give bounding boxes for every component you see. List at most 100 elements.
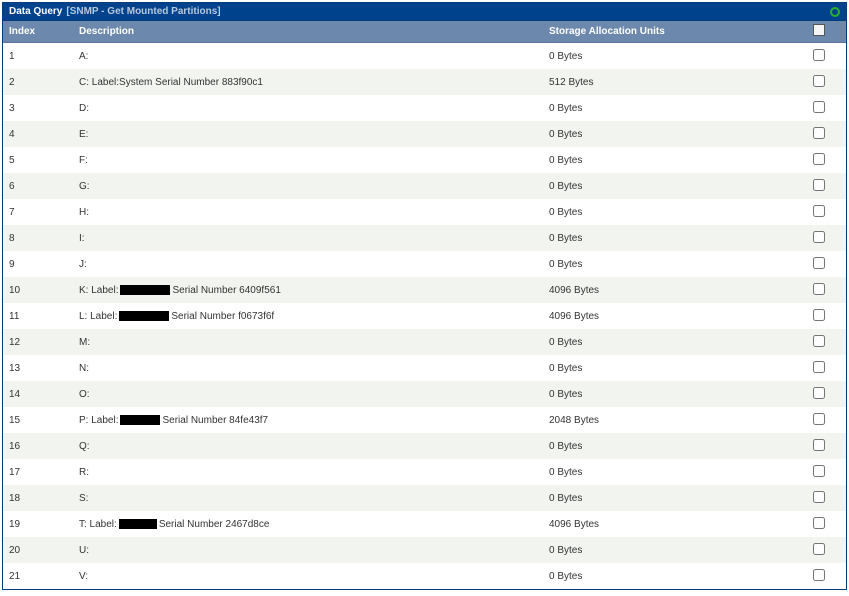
row-select-checkbox[interactable] xyxy=(813,49,825,61)
description-prefix: U: xyxy=(79,545,89,556)
cell-units: 2048 Bytes xyxy=(549,415,809,426)
redacted-label xyxy=(120,285,170,295)
row-select-checkbox[interactable] xyxy=(813,205,825,217)
cell-checkbox xyxy=(809,179,829,194)
description-prefix: H: xyxy=(79,207,89,218)
cell-units: 0 Bytes xyxy=(549,389,809,400)
cell-description: Q: xyxy=(79,441,549,452)
table-row: 16Q:0 Bytes xyxy=(3,433,846,459)
status-indicator-icon xyxy=(830,7,840,17)
description-prefix: T: Label: xyxy=(79,519,117,530)
description-suffix: Serial Number f0673f6f xyxy=(171,311,274,322)
cell-description: N: xyxy=(79,363,549,374)
row-select-checkbox[interactable] xyxy=(813,309,825,321)
cell-units: 512 Bytes xyxy=(549,77,809,88)
cell-checkbox xyxy=(809,127,829,142)
cell-checkbox xyxy=(809,361,829,376)
row-select-checkbox[interactable] xyxy=(813,75,825,87)
cell-units: 0 Bytes xyxy=(549,51,809,62)
cell-index: 9 xyxy=(9,259,79,270)
redacted-label xyxy=(120,415,160,425)
table-row: 4E:0 Bytes xyxy=(3,121,846,147)
table-row: 8I: 0 Bytes xyxy=(3,225,846,251)
cell-description: H: xyxy=(79,207,549,218)
description-prefix: D: xyxy=(79,103,89,114)
cell-index: 8 xyxy=(9,233,79,244)
description-suffix: Serial Number 2467d8ce xyxy=(159,519,270,530)
cell-checkbox xyxy=(809,283,829,298)
cell-index: 14 xyxy=(9,389,79,400)
table-row: 1A:0 Bytes xyxy=(3,43,846,69)
cell-units: 4096 Bytes xyxy=(549,311,809,322)
row-select-checkbox[interactable] xyxy=(813,543,825,555)
description-prefix: K: Label: xyxy=(79,285,118,296)
cell-description: E: xyxy=(79,129,549,140)
cell-description: C: Label:System Serial Number 883f90c1 xyxy=(79,77,549,88)
table-header: Index Description Storage Allocation Uni… xyxy=(3,21,846,43)
header-select-all[interactable] xyxy=(809,24,829,39)
row-select-checkbox[interactable] xyxy=(813,361,825,373)
row-select-checkbox[interactable] xyxy=(813,335,825,347)
row-select-checkbox[interactable] xyxy=(813,101,825,113)
cell-checkbox xyxy=(809,205,829,220)
cell-index: 13 xyxy=(9,363,79,374)
row-select-checkbox[interactable] xyxy=(813,127,825,139)
description-prefix: V: xyxy=(79,571,88,582)
redacted-label xyxy=(119,519,157,529)
cell-checkbox xyxy=(809,257,829,272)
cell-units: 0 Bytes xyxy=(549,467,809,478)
row-select-checkbox[interactable] xyxy=(813,257,825,269)
cell-checkbox xyxy=(809,413,829,428)
cell-units: 0 Bytes xyxy=(549,155,809,166)
cell-description: D: xyxy=(79,103,549,114)
description-prefix: M: xyxy=(79,337,90,348)
row-select-checkbox[interactable] xyxy=(813,517,825,529)
row-select-checkbox[interactable] xyxy=(813,491,825,503)
row-select-checkbox[interactable] xyxy=(813,569,825,581)
cell-index: 1 xyxy=(9,51,79,62)
cell-units: 0 Bytes xyxy=(549,571,809,582)
row-select-checkbox[interactable] xyxy=(813,153,825,165)
description-prefix: P: Label: xyxy=(79,415,118,426)
cell-description: S: xyxy=(79,493,549,504)
row-select-checkbox[interactable] xyxy=(813,179,825,191)
table-row: 2C: Label:System Serial Number 883f90c15… xyxy=(3,69,846,95)
header-index: Index xyxy=(9,26,79,37)
description-prefix: I: xyxy=(79,233,85,244)
cell-checkbox xyxy=(809,101,829,116)
cell-index: 12 xyxy=(9,337,79,348)
panel-title: Data Query xyxy=(9,6,62,17)
cell-units: 0 Bytes xyxy=(549,545,809,556)
cell-description: G: xyxy=(79,181,549,192)
cell-description: L: Label:Serial Number f0673f6f xyxy=(79,311,549,322)
cell-description: P: Label:Serial Number 84fe43f7 xyxy=(79,415,549,426)
header-description: Description xyxy=(79,26,549,37)
panel-subtitle: [SNMP - Get Mounted Partitions] xyxy=(66,6,220,17)
table-row: 7H:0 Bytes xyxy=(3,199,846,225)
cell-checkbox xyxy=(809,387,829,402)
table-body: 1A:0 Bytes2C: Label:System Serial Number… xyxy=(3,43,846,589)
cell-checkbox xyxy=(809,75,829,90)
table-row: 12M:0 Bytes xyxy=(3,329,846,355)
table-row: 3D:0 Bytes xyxy=(3,95,846,121)
row-select-checkbox[interactable] xyxy=(813,439,825,451)
row-select-checkbox[interactable] xyxy=(813,413,825,425)
cell-units: 0 Bytes xyxy=(549,181,809,192)
row-select-checkbox[interactable] xyxy=(813,387,825,399)
cell-units: 0 Bytes xyxy=(549,233,809,244)
row-select-checkbox[interactable] xyxy=(813,465,825,477)
cell-index: 7 xyxy=(9,207,79,218)
row-select-checkbox[interactable] xyxy=(813,231,825,243)
cell-index: 6 xyxy=(9,181,79,192)
table-row: 18S:0 Bytes xyxy=(3,485,846,511)
cell-index: 17 xyxy=(9,467,79,478)
cell-description: T: Label: Serial Number 2467d8ce xyxy=(79,519,549,530)
row-select-checkbox[interactable] xyxy=(813,283,825,295)
description-prefix: E: xyxy=(79,129,88,140)
cell-description: M: xyxy=(79,337,549,348)
cell-checkbox xyxy=(809,49,829,64)
redacted-label xyxy=(119,311,169,321)
table-row: 19T: Label:Serial Number 2467d8ce4096 By… xyxy=(3,511,846,537)
cell-units: 0 Bytes xyxy=(549,259,809,270)
cell-checkbox xyxy=(809,309,829,324)
